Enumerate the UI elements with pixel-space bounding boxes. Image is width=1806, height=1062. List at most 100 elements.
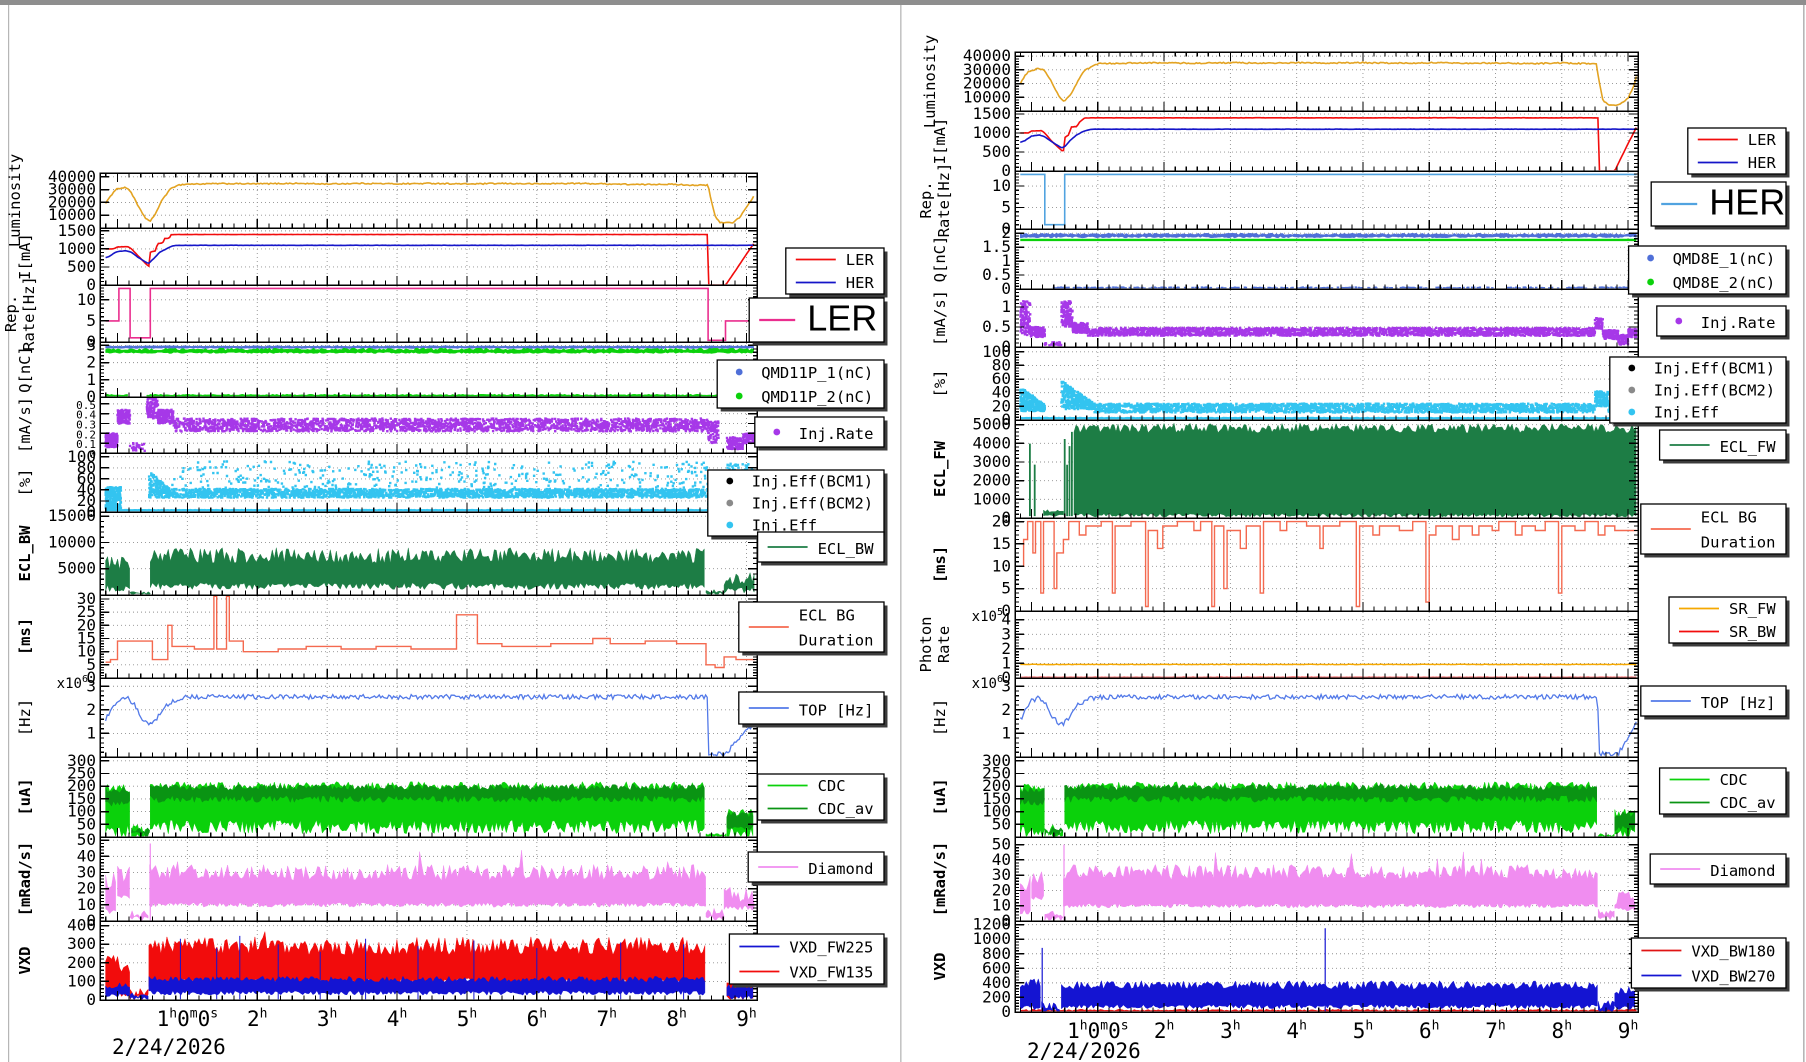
series-group [105,843,755,921]
legend-label: HER [1709,182,1785,223]
y-tick-label: 600 [982,958,1011,977]
y-tick-label: 40 [992,383,1011,402]
series-Inj.Eff(BCM) [147,472,171,499]
legend-box: SR_FW SR_BW [1668,596,1790,647]
window-top-bar [0,0,1806,5]
row-top: 1 2 3 [Hz] x106 [16,674,758,758]
y-tick-label: 100 [67,971,96,990]
series-Inj.Rate [172,417,709,433]
legend-label: Duration [1701,534,1776,552]
y-tick-label: 20 [77,615,96,634]
legend-label: HER [1748,154,1777,172]
y-tick-label: 50 [77,814,96,833]
y-tick-label: 40 [77,846,96,865]
series-group [1019,61,1638,107]
plot-frame [1014,110,1639,172]
y-tick-label: 5 [1001,579,1011,598]
y-tick-label: 1200 [972,915,1011,934]
gridlines [1016,612,1637,677]
y-tick-label: 0.1 [76,438,96,451]
y-tick-label: 100 [67,447,96,466]
y-tick-label: 0 [1001,161,1011,180]
gridlines [1016,172,1637,228]
series-Diamond [1063,851,1598,909]
y-tick-label: 0 [1001,668,1011,687]
axis-ticks [1015,292,1638,347]
y-tick-label: 0.5 [76,399,96,412]
legend-label: Inj.Eff(BCM1) [752,472,873,490]
y-tick-label: 0 [1001,508,1011,527]
y-tick-label: 40 [77,480,96,499]
y-tick-label: 150 [982,789,1011,808]
x-tick-label: 3h [317,1007,338,1031]
y-tick-label: 1000 [57,239,96,258]
x-tick-label: 2h [1154,1019,1175,1043]
series-ECL_BW [723,571,755,594]
series-VXD_BW270_spikes [1041,928,1326,1012]
axis-ticks [1015,173,1638,229]
y-tick-label: 1.5 [982,237,1011,256]
legend-sample-dot [1628,408,1636,416]
row-rep-rate: 0 5 10 Rep. Rate[Hz] [2,276,758,351]
ylabel-diamond: [mRad/s] [931,842,949,917]
right-window-border [1803,5,1805,1062]
ylabel-ecl-bw: ECL_BW [16,525,34,582]
ylabel-photon: Photon [917,617,935,673]
legend-label: HER [846,274,875,292]
series-Diamond [105,872,116,915]
series-group [105,233,755,285]
y-tick-label: 0 [1001,601,1011,620]
y-tick-label: 0 [86,990,96,1009]
x-tick-label: 4h [387,1007,408,1031]
gridlines [101,679,756,756]
x-tick-label: 9h [736,1007,757,1031]
legend-box: ECL_BW [756,531,888,566]
series-ECL_BW [705,589,725,595]
y-tick-label: 10 [992,896,1011,915]
y-tick-label: 5000 [57,559,96,578]
y-tick-label: 3 [1001,676,1011,695]
series-group [105,595,755,669]
series-group [1020,928,1637,1012]
gridlines [1016,922,1637,1011]
ylabel-vxd: VXD [931,953,949,981]
legend-label: Inj.Eff [752,516,817,534]
y-tick-label: 0 [86,911,96,930]
axis-ticks [100,348,757,397]
y-tick-label: 20 [77,491,96,510]
series-CDC_av [150,783,705,804]
gridlines [1016,112,1637,170]
legend-sample-dot [726,499,734,507]
series-Luminosity [1019,61,1638,107]
axis-ticks [100,233,757,285]
y-tick-label: 0 [1001,219,1011,238]
series-Inj.Rate [741,432,756,445]
series-ECL_BW [105,555,130,593]
y-tick-label: 250 [67,764,96,783]
legend-label: CDC [818,777,846,795]
series-Inj.Eff(BCM) [171,460,709,489]
gridlines [101,596,756,677]
y-tick-label: 10 [992,556,1011,575]
y-tick-label: 25 [77,602,96,621]
series-group [104,692,755,757]
y-tick-label: 40000 [48,167,96,186]
series-group [105,781,754,837]
legend-sample-dot [735,392,743,400]
y-tick-label: 0 [89,448,96,461]
legend-label: VXD_BW270 [1691,968,1775,986]
ylabel-ecl-bg: [ms] [931,546,949,583]
legend-box: VXD_FW225 VXD_FW135 [728,933,888,988]
series-CDC_av [131,827,150,837]
y-tick-label: 1000 [972,123,1011,142]
y-tick-label: 3 [86,335,96,354]
legend-label: QMD8E_1(nC) [1673,250,1776,268]
y-tick-label: 4000 [972,433,1011,452]
legend-label: QMD8E_2(nC) [1673,274,1776,292]
y-tick-label: 20 [77,879,96,898]
legend-sample-dot [1628,364,1636,372]
